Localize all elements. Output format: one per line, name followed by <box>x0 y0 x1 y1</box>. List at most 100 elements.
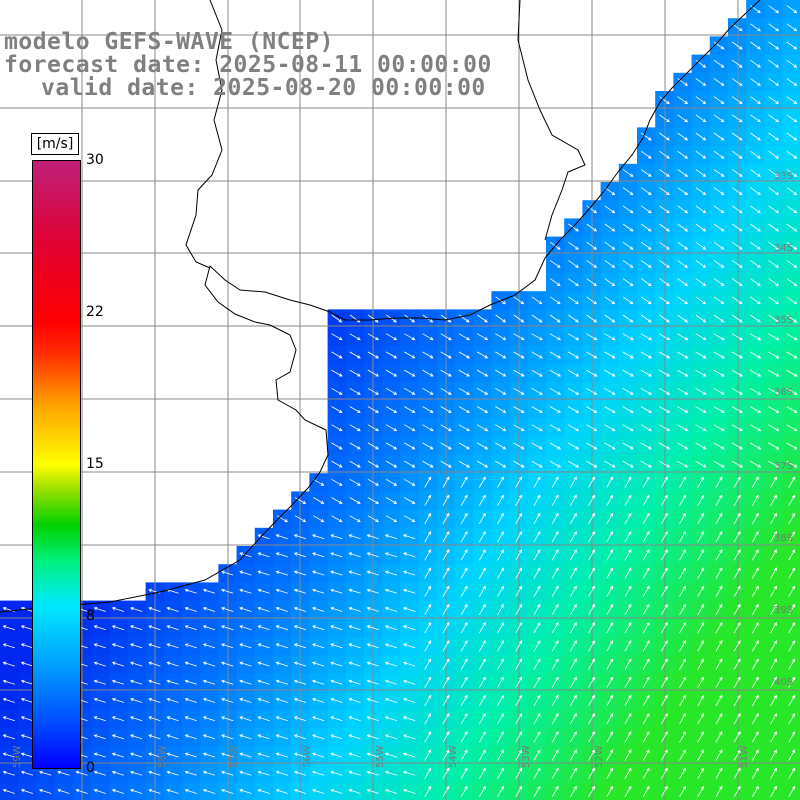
wind-arrow <box>751 731 759 743</box>
wind-arrow <box>20 734 34 740</box>
wind-arrow <box>695 460 707 468</box>
wind-arrow <box>586 442 598 450</box>
wind-arrow <box>148 643 161 649</box>
wind-arrow <box>515 530 523 543</box>
wind-arrow <box>424 603 432 616</box>
wind-arrow <box>404 369 416 377</box>
wind-arrow <box>533 530 541 543</box>
wind-cell <box>473 527 492 547</box>
wind-arrow <box>586 241 598 250</box>
wind-arrow <box>622 351 634 359</box>
wind-arrow <box>330 788 343 794</box>
wind-arrow <box>202 734 216 740</box>
wind-arrow <box>549 460 562 468</box>
wind-arrow <box>604 314 616 323</box>
wind-arrow <box>202 752 216 758</box>
wind-arrow <box>184 788 197 794</box>
wind-arrow <box>551 640 559 652</box>
wind-arrow <box>293 552 307 558</box>
wind-arrow <box>788 567 796 579</box>
wind-arrow <box>768 278 780 287</box>
wind-arrow <box>679 640 686 652</box>
wind-arrow <box>403 534 416 540</box>
wind-arrow <box>384 552 398 558</box>
wind-arrow <box>221 570 234 576</box>
wind-arrow <box>750 114 761 123</box>
wind-cell <box>36 782 56 800</box>
colorbar-tick-22: 22 <box>86 304 104 320</box>
wind-arrow <box>697 658 705 670</box>
wind-arrow <box>715 603 723 616</box>
wind-arrow <box>239 752 252 758</box>
wind-cell <box>546 673 565 693</box>
wind-arrow <box>586 223 598 232</box>
wind-cell <box>728 491 747 511</box>
wind-arrow <box>549 369 562 377</box>
wind-arrow <box>533 640 541 652</box>
wind-arrow <box>786 333 798 341</box>
wind-cell <box>782 382 800 401</box>
wind-cell <box>546 527 565 547</box>
wind-arrow <box>148 752 161 758</box>
wind-arrow <box>348 770 361 776</box>
wind-cell <box>527 527 547 547</box>
wind-arrow <box>184 625 197 631</box>
wind-cell <box>618 509 638 529</box>
wind-arrow <box>770 476 777 488</box>
wind-cell <box>782 309 800 329</box>
wind-arrow <box>184 770 197 776</box>
wind-cell <box>473 746 492 765</box>
wind-arrow <box>424 476 432 488</box>
wind-arrow <box>751 567 759 579</box>
wind-cell <box>691 746 711 765</box>
wind-arrow <box>695 278 707 287</box>
wind-cell <box>527 673 547 693</box>
wind-arrow <box>257 770 270 776</box>
wind-arrow <box>624 530 632 543</box>
wind-arrow <box>202 643 216 649</box>
wind-arrow <box>349 369 361 377</box>
wind-cell <box>782 273 800 292</box>
wind-cell <box>600 582 620 602</box>
wind-cell <box>618 764 638 784</box>
wind-arrow <box>660 585 668 597</box>
wind-cell <box>564 546 583 565</box>
lon-label-57w: 57W <box>229 745 240 768</box>
wind-arrow <box>569 512 577 525</box>
wind-arrow <box>221 606 234 612</box>
wind-cell <box>600 618 620 638</box>
wind-arrow <box>788 603 796 616</box>
wind-arrow <box>221 625 234 631</box>
wind-arrow <box>549 296 561 305</box>
wind-arrow <box>677 314 689 323</box>
wind-cell <box>382 782 401 800</box>
wind-arrow <box>424 567 432 579</box>
wind-cell <box>546 600 565 620</box>
wind-cell <box>18 782 37 800</box>
wind-arrow <box>606 549 614 561</box>
wind-arrow <box>384 606 398 612</box>
wind-arrow <box>731 96 743 105</box>
wind-cell <box>691 637 711 656</box>
wind-arrow <box>567 424 580 432</box>
wind-arrow <box>624 494 632 506</box>
wind-arrow <box>624 731 632 743</box>
wind-cell <box>600 473 620 492</box>
wind-arrow <box>606 767 614 779</box>
wind-cell <box>691 564 711 583</box>
wind-arrow <box>770 549 777 561</box>
wind-arrow <box>731 296 743 305</box>
wind-arrow <box>460 731 468 743</box>
wind-arrow <box>366 588 379 594</box>
wind-cell <box>709 655 729 674</box>
wind-arrow <box>221 588 234 594</box>
wind-arrow <box>2 643 15 649</box>
wind-arrow <box>586 460 598 468</box>
wind-arrow <box>640 314 652 323</box>
wind-arrow <box>239 716 252 722</box>
wind-arrow <box>515 494 523 506</box>
wind-arrow <box>330 643 343 649</box>
wind-arrow <box>659 296 670 305</box>
wind-cell <box>546 546 565 565</box>
wind-arrow <box>713 296 725 305</box>
